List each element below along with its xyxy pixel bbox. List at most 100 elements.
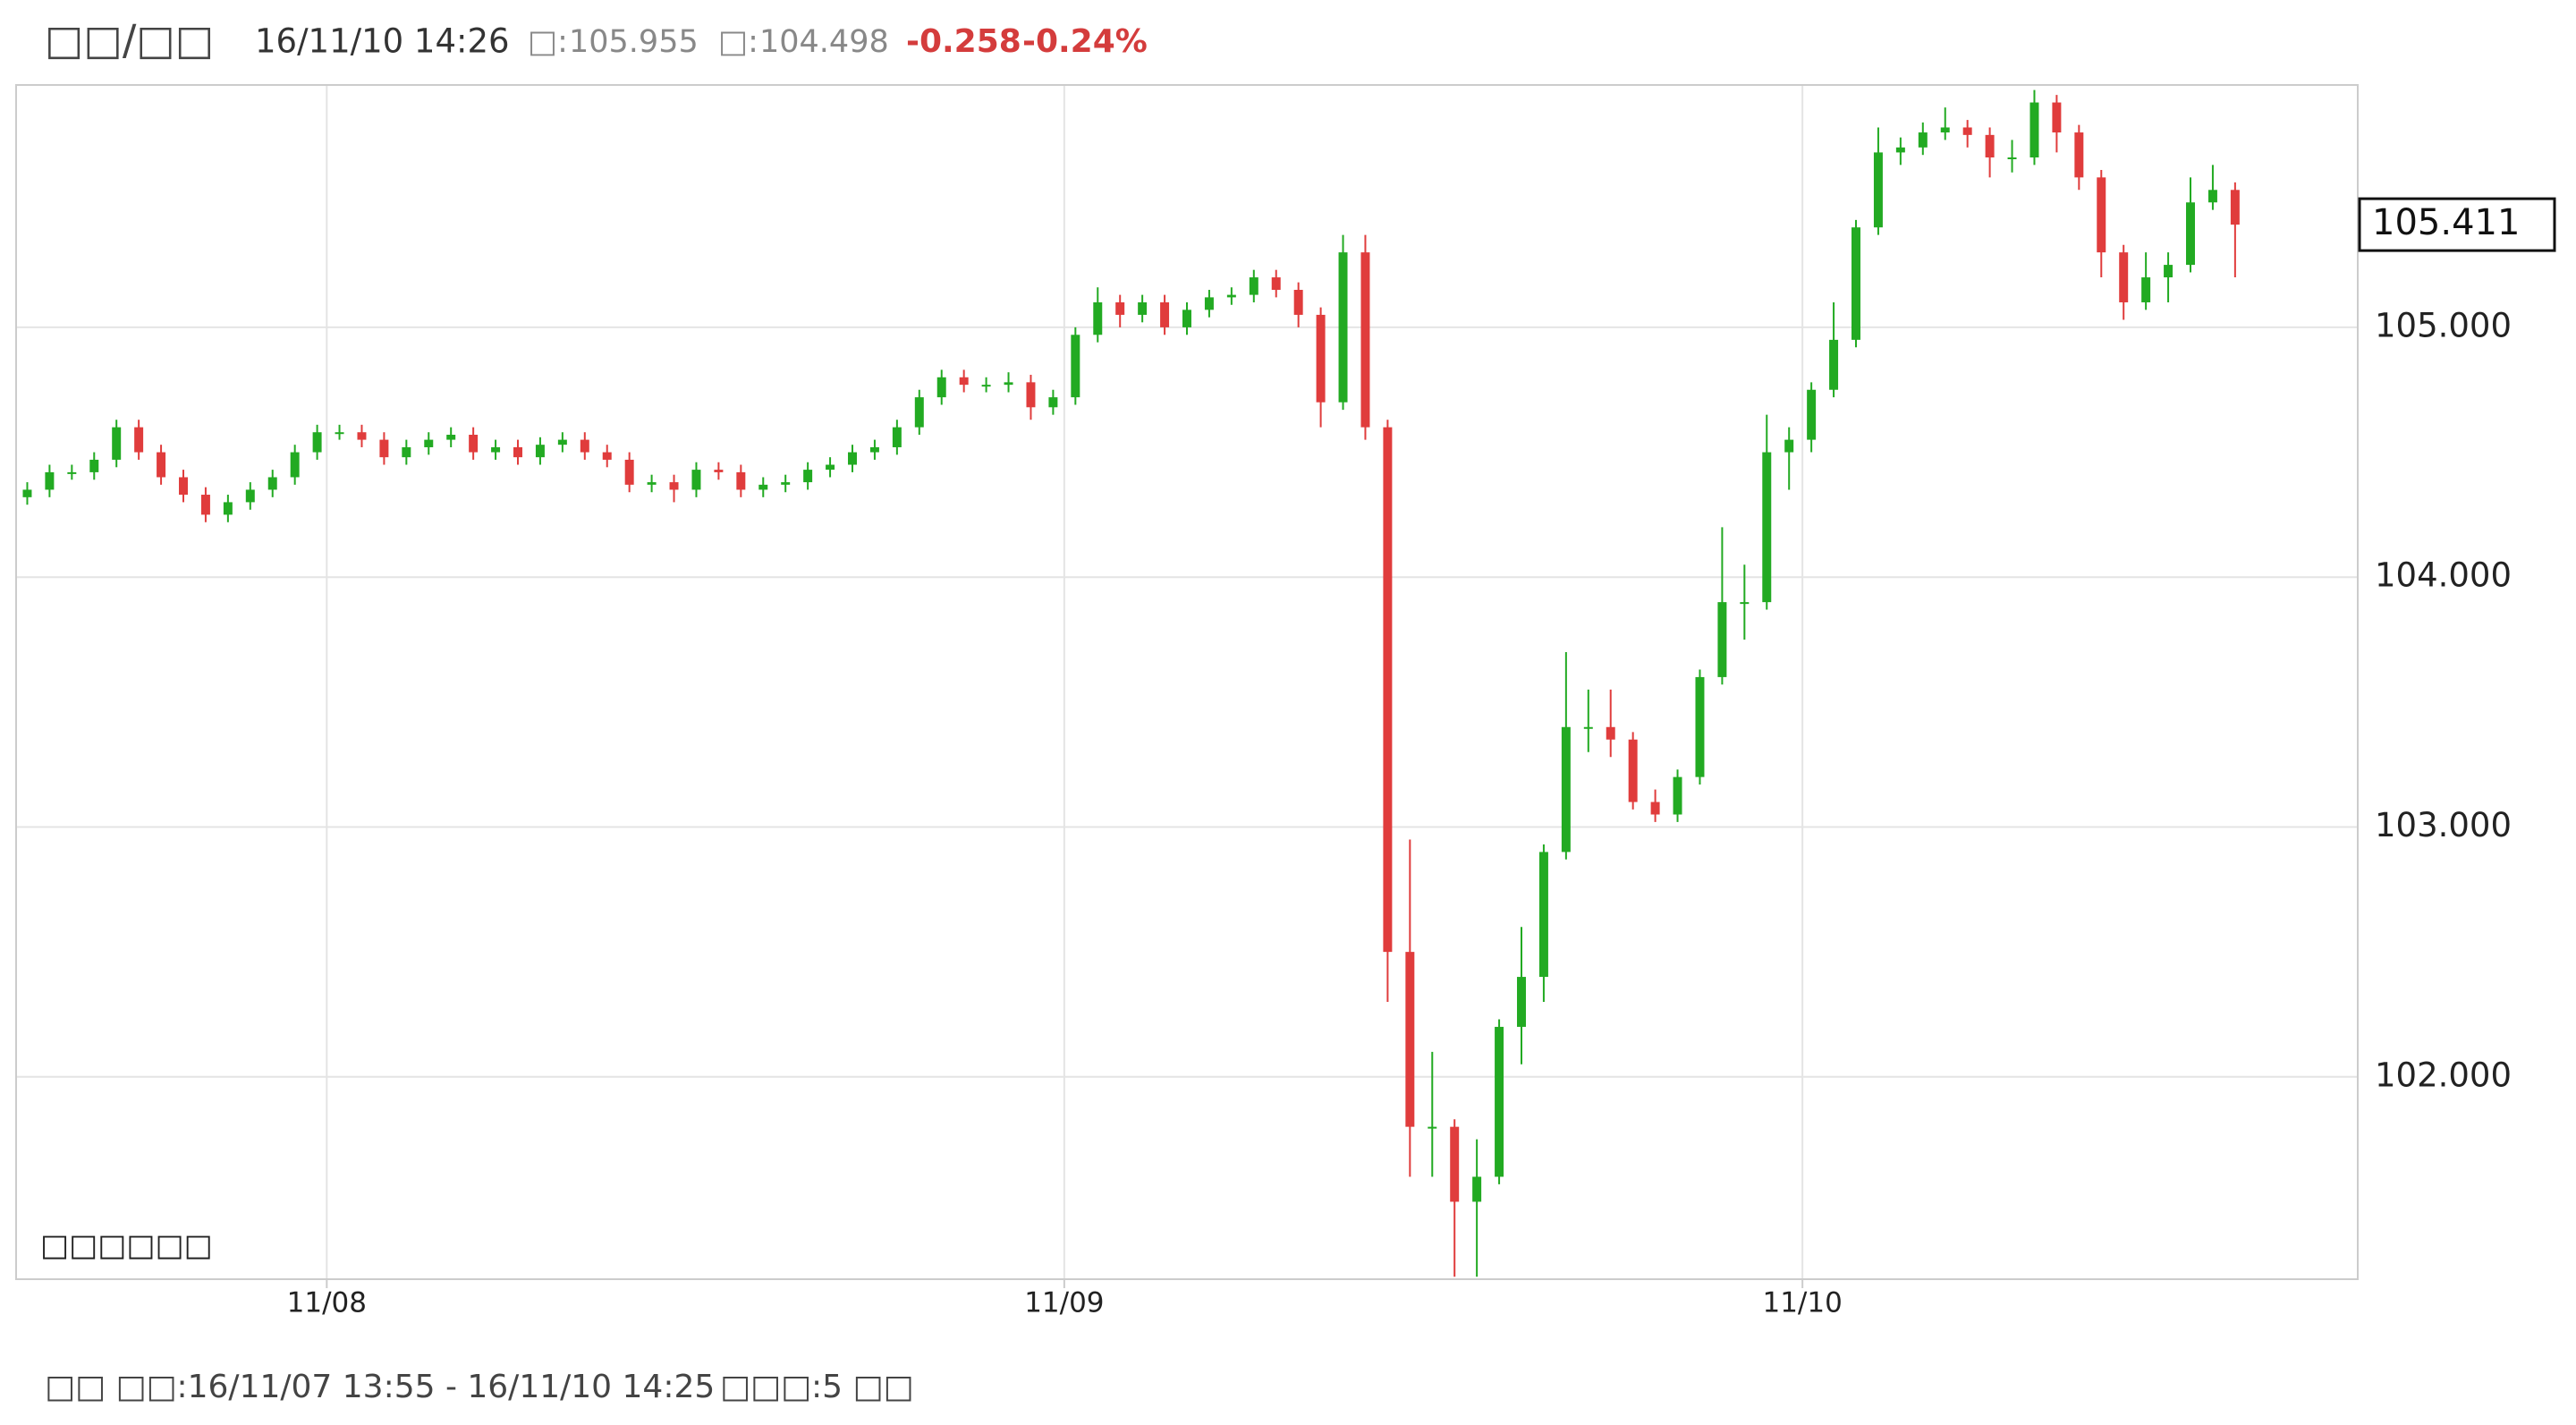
- candle-body: [1517, 977, 1526, 1027]
- candle-body: [1762, 452, 1772, 603]
- candle-body: [312, 432, 322, 453]
- candle-body: [1940, 127, 1950, 133]
- candle-body: [2119, 252, 2129, 302]
- candle-body: [1472, 1176, 1482, 1202]
- y-tick-label: 105.000: [2375, 306, 2512, 344]
- candle-body: [446, 435, 456, 440]
- candle-body: [1807, 389, 1817, 440]
- candle-body: [179, 477, 188, 496]
- candle-body: [157, 452, 166, 478]
- candle-body: [892, 427, 902, 447]
- footer-interval: □□□:5 □□: [720, 1369, 914, 1405]
- candle-body: [557, 439, 567, 445]
- candle-body: [1538, 852, 1548, 978]
- candle-body: [1226, 294, 1236, 298]
- candle-body: [981, 385, 991, 387]
- grid: [16, 85, 2358, 1279]
- candle-body: [402, 446, 411, 458]
- candle-body: [714, 470, 724, 472]
- candle-body: [1204, 297, 1214, 310]
- candle-body: [134, 427, 144, 453]
- candle-body: [1918, 132, 1928, 148]
- candle-body: [89, 459, 99, 472]
- candle-body: [491, 446, 501, 453]
- candle-body: [1138, 301, 1148, 315]
- candle-body: [869, 446, 879, 453]
- candle-body: [2097, 177, 2106, 253]
- candle-body: [1026, 382, 1036, 408]
- candle-body: [424, 439, 434, 447]
- change-pct: -0.24%: [1022, 23, 1148, 60]
- candle-body: [1650, 802, 1660, 815]
- candle-body: [112, 427, 122, 460]
- footer-range: □□ □□:16/11/07 13:55 - 16/11/10 14:25: [45, 1369, 715, 1405]
- candle-body: [245, 489, 255, 503]
- candle-body: [22, 489, 32, 497]
- candle-body: [45, 471, 55, 490]
- candle-body: [2007, 157, 2017, 159]
- candle-body: [1495, 1026, 1504, 1177]
- candle-body: [2141, 277, 2151, 302]
- candle-body: [1071, 335, 1080, 398]
- candle-body: [1895, 147, 1905, 153]
- candle-body: [647, 482, 657, 485]
- candle-body: [1717, 602, 1727, 677]
- candle-body: [669, 482, 679, 490]
- candle-body: [1740, 602, 1750, 605]
- candle-body: [335, 432, 344, 435]
- candle-body: [1852, 227, 1860, 340]
- candle-body: [1316, 314, 1326, 403]
- candle-body: [1115, 301, 1125, 315]
- candle-body: [67, 471, 77, 474]
- x-tick-label: 11/08: [287, 1287, 367, 1319]
- candle-body: [1695, 676, 1705, 777]
- candle-body: [691, 470, 701, 490]
- candle-body: [1606, 726, 1615, 740]
- candle-body: [1628, 739, 1638, 802]
- x-tick-label: 11/10: [1762, 1287, 1842, 1319]
- title: □□/□□: [45, 16, 214, 64]
- y-tick-label: 104.000: [2375, 556, 2512, 595]
- candle-body: [602, 452, 612, 460]
- candle-body: [1249, 277, 1258, 295]
- candle-body: [1093, 301, 1103, 335]
- low: 104.498: [759, 24, 889, 60]
- candle-body: [1673, 776, 1682, 815]
- candle-body: [379, 439, 389, 458]
- candle-body: [848, 452, 857, 465]
- candle-body: [1962, 127, 1972, 135]
- candle-body: [803, 470, 813, 483]
- candle-body: [2029, 102, 2039, 157]
- low-label: □:: [718, 24, 758, 60]
- candle-body: [1405, 952, 1415, 1127]
- candle-body: [2074, 132, 2084, 178]
- y-tick-label: 103.000: [2375, 806, 2512, 844]
- candle-body: [267, 477, 277, 490]
- candle-body: [1829, 339, 1839, 390]
- candle-body: [736, 471, 746, 490]
- candle-body: [1583, 726, 1593, 729]
- candle-body: [1450, 1126, 1460, 1202]
- candle-body: [1383, 427, 1393, 953]
- candle-body: [1182, 310, 1191, 327]
- candle-body: [1428, 1126, 1437, 1129]
- candle-body: [1338, 252, 1348, 403]
- candle-body: [826, 464, 835, 471]
- candle-body: [580, 439, 589, 453]
- candle-body: [781, 482, 791, 485]
- candle-body: [535, 445, 545, 458]
- candle-body: [758, 484, 768, 490]
- candle-body: [1561, 726, 1571, 852]
- candle-body: [2230, 190, 2240, 225]
- candle-body: [223, 502, 233, 515]
- legend: □□□□□□: [40, 1228, 213, 1264]
- x-tick-label: 11/09: [1024, 1287, 1104, 1319]
- last-price: 105.411: [2372, 202, 2520, 243]
- candle-body: [2164, 265, 2174, 278]
- candle-body: [1873, 152, 1883, 228]
- candle-body: [624, 459, 634, 485]
- candle-body: [1048, 397, 1058, 408]
- high: 105.955: [569, 24, 699, 60]
- candle-body: [1784, 439, 1794, 453]
